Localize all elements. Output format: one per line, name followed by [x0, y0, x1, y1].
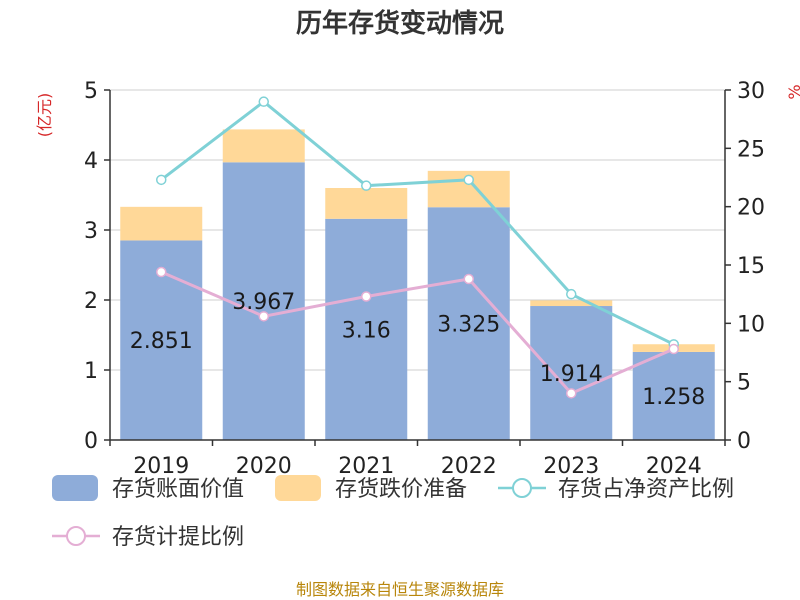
point-ratio-provision-2019 — [156, 266, 167, 278]
x-tick-label-2019: 2019 — [133, 454, 189, 479]
data-label-2019: 2.851 — [130, 329, 193, 354]
bar-series — [120, 129, 715, 440]
legend-item-0-label: 存货账面价值 — [112, 477, 244, 502]
legend-item-3-marker — [66, 526, 86, 546]
point-ratio-provision-2021 — [361, 291, 372, 302]
bar-impairment-2019 — [120, 206, 203, 241]
bar-impairment-2020 — [222, 129, 305, 163]
x-tick-label-2021: 2021 — [338, 454, 394, 479]
legend-item-1-swatch — [275, 475, 321, 501]
right-tick-label-6: 30 — [737, 79, 765, 104]
x-tick-label-2022: 2022 — [441, 454, 497, 479]
point-ratio-net-assets-2019 — [156, 174, 167, 186]
left-tick-label-2: 2 — [84, 289, 98, 314]
data-label-2020: 3.967 — [232, 290, 295, 315]
point-ratio-net-assets-2020 — [258, 96, 269, 107]
left-tick-label-4: 4 — [84, 149, 98, 174]
left-tick-label-1: 1 — [84, 359, 98, 384]
bar-impairment-2023 — [530, 300, 613, 307]
data-labels: 2.851 3.967 3.16 3.325 1.914 1.258 — [130, 290, 705, 410]
bar-book-value-2023 — [530, 306, 613, 440]
point-ratio-net-assets-2023 — [566, 288, 577, 300]
right-axis-unit: % — [785, 84, 800, 99]
left-tick-label-5: 5 — [84, 79, 98, 104]
legend-item-0-swatch — [52, 475, 98, 501]
bar-book-value-2024 — [632, 351, 715, 440]
axes: 0 1 2 3 4 5 0 5 10 15 20 25 30 2019 2020 2021 2022 2023 20… — [84, 79, 765, 479]
legend-item-3-label: 存货计提比例 — [112, 525, 244, 550]
right-tick-label-5: 25 — [737, 137, 765, 162]
right-tick-label-0: 0 — [737, 429, 751, 454]
legend-item-1-label: 存货跌价准备 — [335, 477, 467, 502]
data-label-2024: 1.258 — [642, 385, 705, 410]
bar-impairment-2021 — [325, 188, 408, 219]
point-ratio-provision-2024 — [668, 343, 679, 355]
x-tick-label-2024: 2024 — [646, 454, 702, 479]
right-tick-label-4: 20 — [737, 196, 765, 221]
legend-item-2-marker — [512, 478, 532, 498]
source-note: 制图数据来自恒生聚源数据库 — [296, 580, 504, 599]
bar-book-value-2021 — [325, 218, 408, 440]
left-tick-label-3: 3 — [84, 219, 98, 244]
x-tick-label-2023: 2023 — [543, 454, 599, 479]
point-ratio-net-assets-2022 — [463, 174, 474, 186]
point-ratio-provision-2023 — [566, 388, 577, 399]
legend-item-2-label: 存货占净资产比例 — [558, 477, 734, 502]
data-label-2022: 3.325 — [437, 313, 500, 338]
point-ratio-provision-2020 — [258, 311, 269, 322]
chart-title: 历年存货变动情况 — [296, 8, 504, 39]
point-ratio-provision-2022 — [463, 273, 474, 285]
left-axis-unit: (亿元) — [35, 93, 54, 138]
bar-book-value-2022 — [427, 207, 510, 440]
point-ratio-net-assets-2021 — [361, 180, 372, 191]
bar-book-value-2020 — [222, 162, 305, 440]
data-label-2021: 3.16 — [342, 318, 391, 343]
data-label-2023: 1.914 — [540, 362, 603, 387]
line-ratio-net-assets — [160, 99, 675, 346]
x-tick-label-2020: 2020 — [236, 454, 292, 479]
right-tick-label-2: 10 — [737, 312, 765, 337]
left-tick-label-0: 0 — [84, 429, 98, 454]
right-tick-label-1: 5 — [737, 371, 751, 396]
line-ratio-provision — [160, 270, 675, 396]
right-tick-label-3: 15 — [737, 254, 765, 279]
line-series — [156, 96, 679, 399]
